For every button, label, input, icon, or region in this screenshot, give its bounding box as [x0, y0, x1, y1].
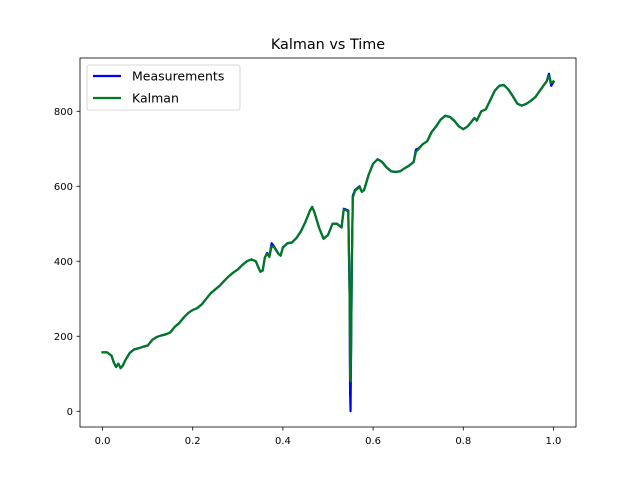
series-line-kalman — [101, 74, 555, 383]
x-tick-label: 0.2 — [185, 436, 201, 447]
y-tick-label: 600 — [54, 182, 73, 193]
legend: Measurements Kalman — [86, 64, 241, 111]
x-tick-label: 0.0 — [95, 436, 111, 447]
x-tick-label: 0.6 — [365, 436, 381, 447]
legend-label-kalman: Kalman — [132, 91, 179, 106]
y-axis: 0 200 400 600 800 — [54, 107, 80, 418]
legend-label-measurements: Measurements — [132, 69, 224, 84]
plot-area — [79, 57, 577, 428]
y-tick-label: 0 — [67, 407, 73, 418]
x-tick-label: 0.8 — [455, 436, 471, 447]
y-tick-label: 400 — [54, 257, 73, 268]
x-tick-label: 1.0 — [546, 436, 562, 447]
plot-frame — [79, 57, 577, 428]
x-tick-label: 0.4 — [275, 436, 291, 447]
x-axis: 0.0 0.2 0.4 0.6 0.8 1.0 — [95, 427, 562, 447]
y-tick-label: 800 — [54, 107, 73, 118]
y-tick-label: 200 — [54, 332, 73, 343]
legend-box — [86, 64, 241, 111]
series-layer — [101, 72, 555, 413]
chart-title: Kalman vs Time — [271, 37, 385, 53]
